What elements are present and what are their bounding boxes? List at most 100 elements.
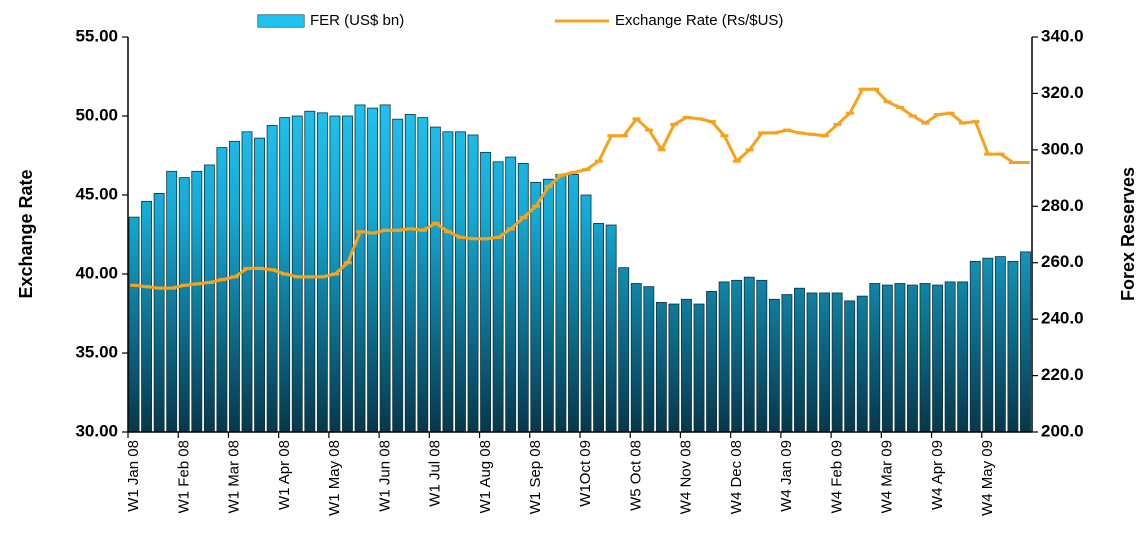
line-marker bbox=[858, 87, 867, 91]
line-marker bbox=[871, 87, 880, 91]
y2-tick-label: 260.0 bbox=[1041, 252, 1084, 271]
line-marker bbox=[431, 221, 440, 225]
line-marker bbox=[331, 272, 340, 276]
bar bbox=[894, 283, 906, 433]
line-marker bbox=[469, 237, 478, 241]
x-tick-label: W4 Apr 09 bbox=[929, 440, 946, 510]
bar bbox=[417, 117, 429, 433]
line-marker bbox=[971, 120, 980, 124]
line-marker bbox=[732, 159, 741, 163]
bar bbox=[203, 164, 215, 433]
line-marker bbox=[255, 266, 264, 270]
line-marker bbox=[230, 275, 239, 279]
x-tick-label: W4 May 09 bbox=[979, 440, 996, 516]
bar bbox=[404, 114, 416, 433]
bar bbox=[241, 131, 253, 433]
line-marker bbox=[456, 235, 465, 239]
x-tick-label: W4 Nov 08 bbox=[678, 440, 695, 514]
line-marker bbox=[569, 170, 578, 174]
bar bbox=[794, 287, 805, 433]
y-tick-label: 35.00 bbox=[75, 342, 118, 361]
line-marker bbox=[745, 148, 754, 152]
bar bbox=[856, 295, 868, 433]
line-marker bbox=[933, 113, 942, 117]
legend-label: FER (US$ bn) bbox=[310, 12, 404, 29]
x-tick-label: W1 Sep 08 bbox=[527, 440, 544, 514]
bar bbox=[492, 161, 504, 433]
line-marker bbox=[958, 121, 967, 125]
x-tick-label: W4 Feb 09 bbox=[828, 440, 845, 513]
bar bbox=[392, 118, 404, 433]
bar bbox=[706, 290, 718, 433]
bar bbox=[128, 216, 140, 433]
line-marker bbox=[293, 275, 302, 279]
line-marker bbox=[406, 227, 415, 231]
bar bbox=[819, 292, 831, 433]
y-tick-label: 45.00 bbox=[75, 184, 118, 203]
bar bbox=[580, 194, 592, 433]
line-marker bbox=[1009, 161, 1018, 165]
y2-tick-label: 300.0 bbox=[1041, 139, 1084, 158]
bar bbox=[907, 284, 918, 433]
line-marker bbox=[205, 280, 214, 284]
bar bbox=[618, 267, 630, 433]
line-marker bbox=[481, 237, 490, 241]
line-marker bbox=[167, 286, 176, 290]
line-marker bbox=[381, 228, 390, 232]
bar bbox=[254, 137, 266, 433]
bar bbox=[781, 294, 793, 433]
x-tick-label: W1 May 08 bbox=[326, 440, 343, 516]
x-tick-label: W1 Mar 08 bbox=[226, 440, 243, 513]
line-marker bbox=[419, 228, 428, 232]
line-marker bbox=[682, 115, 691, 119]
line-marker bbox=[770, 131, 779, 135]
line-marker bbox=[758, 131, 767, 135]
bar bbox=[178, 177, 190, 433]
bar bbox=[367, 107, 379, 433]
bar bbox=[517, 162, 529, 433]
line-marker bbox=[544, 185, 553, 189]
bar bbox=[291, 115, 303, 433]
line-marker bbox=[670, 122, 679, 126]
bar bbox=[756, 279, 768, 433]
bar bbox=[505, 156, 517, 433]
line-marker bbox=[444, 230, 453, 234]
line-marker bbox=[318, 275, 327, 279]
line-marker bbox=[1021, 161, 1030, 165]
bar bbox=[994, 256, 1006, 433]
line-marker bbox=[506, 227, 515, 231]
line-marker bbox=[645, 128, 654, 132]
line-marker bbox=[243, 266, 252, 270]
legend-swatch-fill bbox=[258, 15, 304, 27]
bar bbox=[743, 276, 755, 433]
bar bbox=[555, 174, 567, 433]
line-marker bbox=[142, 285, 151, 289]
bar bbox=[191, 170, 203, 433]
line-marker bbox=[707, 120, 716, 124]
x-tick-label: W1 Jul 08 bbox=[427, 440, 444, 507]
bar bbox=[542, 178, 554, 433]
x-tick-label: W4 Jan 09 bbox=[778, 440, 795, 512]
line-marker bbox=[306, 275, 315, 279]
x-tick-label: W1 Feb 08 bbox=[175, 440, 192, 513]
line-marker bbox=[845, 111, 854, 115]
line-marker bbox=[343, 261, 352, 265]
line-marker bbox=[130, 283, 139, 287]
x-tick-label: W4 Dec 08 bbox=[728, 440, 745, 514]
y-tick-label: 30.00 bbox=[75, 421, 118, 440]
bar bbox=[919, 283, 931, 433]
bar bbox=[643, 286, 655, 433]
line-marker bbox=[582, 168, 591, 172]
bar bbox=[429, 126, 441, 433]
line-marker bbox=[607, 134, 616, 138]
y2-tick-label: 200.0 bbox=[1041, 421, 1084, 440]
line-marker bbox=[356, 230, 365, 234]
line-marker bbox=[896, 106, 905, 110]
line-marker bbox=[218, 278, 227, 282]
x-tick-label: W1 Jun 08 bbox=[376, 440, 393, 512]
bar bbox=[593, 223, 605, 433]
bar bbox=[304, 110, 316, 433]
bar bbox=[379, 104, 391, 433]
y2-tick-label: 240.0 bbox=[1041, 309, 1084, 328]
bar bbox=[982, 257, 994, 433]
